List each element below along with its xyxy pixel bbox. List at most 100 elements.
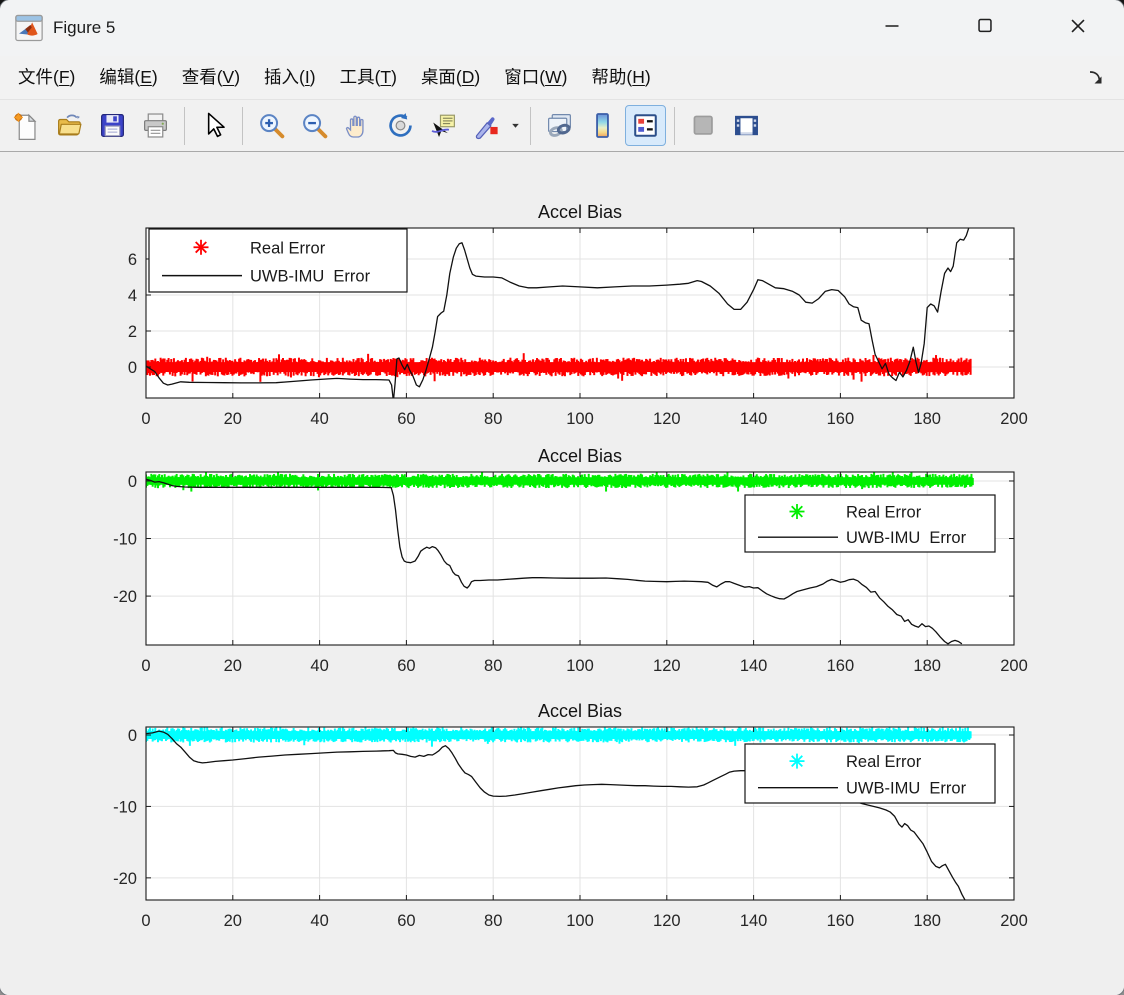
new-file-button[interactable] (6, 105, 47, 146)
y-tick-label: -20 (113, 588, 137, 606)
save-figure-icon (98, 111, 127, 140)
rotate-3d-button[interactable] (380, 105, 421, 146)
open-file-icon (55, 111, 84, 140)
pointer-button[interactable] (193, 105, 234, 146)
x-tick-label: 0 (141, 410, 150, 428)
x-tick-label: 100 (566, 657, 594, 675)
link-plots-button[interactable] (539, 105, 580, 146)
legend[interactable]: Real Error UWB-IMU Error (148, 228, 408, 293)
legend-asterisk-marker (791, 755, 803, 768)
dock-figure-icon[interactable] (1086, 68, 1106, 88)
x-tick-label: 120 (653, 912, 681, 930)
zoom-in-button[interactable] (251, 105, 292, 146)
legend-label: UWB-IMU Error (250, 268, 371, 286)
x-tick-label: 60 (397, 912, 415, 930)
zoom-out-icon (300, 111, 329, 140)
y-tick-label: 2 (128, 323, 137, 341)
window-title: Figure 5 (53, 18, 116, 37)
series-real-error (146, 727, 972, 747)
zoom-out-button[interactable] (294, 105, 335, 146)
toolbar-separator (184, 106, 185, 145)
close-button[interactable] (1031, 0, 1124, 56)
toolbar-separator (530, 106, 531, 145)
pan-hand-icon (343, 111, 372, 140)
y-tick-label: 0 (128, 727, 137, 745)
x-tick-label: 120 (653, 410, 681, 428)
y-tick-label: -10 (113, 531, 137, 549)
menu-item-I[interactable]: 插入(I) (264, 67, 316, 87)
y-tick-label: 6 (128, 251, 137, 269)
x-tick-label: 100 (566, 410, 594, 428)
chart-title: Accel Bias (538, 446, 622, 466)
figure-canvas: 0 20 40 60 80 100 120 140 160 180 200 0 2 4 6 Accel Bia… (0, 152, 1124, 995)
minimize-button[interactable] (845, 0, 938, 56)
x-tick-label: 40 (310, 912, 328, 930)
x-tick-label: 100 (566, 912, 594, 930)
x-tick-label: 20 (224, 912, 242, 930)
menu-item-H[interactable]: 帮助(H) (591, 67, 651, 87)
print-figure-button[interactable] (135, 105, 176, 146)
menu-item-F[interactable]: 文件(F) (18, 67, 76, 87)
maximize-button[interactable] (938, 0, 1031, 56)
legend[interactable]: Real Error UWB-IMU Error (744, 743, 996, 804)
chart-title: Accel Bias (538, 202, 622, 222)
series-uwb-imu-error (146, 228, 970, 398)
x-tick-label: 160 (827, 912, 855, 930)
x-tick-label: 60 (397, 410, 415, 428)
brush-dropdown-button[interactable] (508, 105, 523, 146)
x-tick-label: 20 (224, 657, 242, 675)
legend-asterisk-marker (195, 241, 207, 254)
insert-colorbar-button[interactable] (582, 105, 623, 146)
hide-plot-tools-button (683, 105, 724, 146)
insert-legend-button[interactable] (625, 105, 666, 146)
chart-title: Accel Bias (538, 701, 622, 721)
x-tick-label: 80 (484, 912, 502, 930)
toolbar-separator (242, 106, 243, 145)
zoom-in-icon (257, 111, 286, 140)
brush-button[interactable] (466, 105, 507, 146)
data-cursor-icon (429, 111, 458, 140)
minimize-icon (879, 13, 905, 44)
y-tick-label: 0 (128, 359, 137, 377)
rotate-3d-icon (386, 111, 415, 140)
x-tick-label: 160 (827, 410, 855, 428)
data-cursor-button[interactable] (423, 105, 464, 146)
x-tick-label: 180 (913, 657, 941, 675)
x-tick-label: 180 (913, 410, 941, 428)
x-tick-label: 40 (310, 657, 328, 675)
pointer-icon (199, 111, 228, 140)
menu-item-V[interactable]: 查看(V) (181, 67, 241, 87)
x-tick-label: 20 (224, 410, 242, 428)
x-tick-label: 80 (484, 410, 502, 428)
legend-asterisk-marker (791, 505, 803, 518)
insert-colorbar-icon (588, 111, 617, 140)
show-plot-tools-button[interactable] (726, 105, 767, 146)
menu-item-E[interactable]: 编辑(E) (99, 67, 158, 87)
subplot-2: 0 20 40 60 80 100 120 140 160 180 200 -20 -10 0 Accel … (113, 446, 1028, 675)
menu-item-T[interactable]: 工具(T) (339, 67, 397, 87)
menu-item-D[interactable]: 桌面(D) (420, 67, 481, 87)
new-file-icon (12, 111, 41, 140)
window-controls (845, 0, 1124, 56)
x-tick-label: 0 (141, 657, 150, 675)
hide-plot-tools-icon (689, 111, 718, 140)
x-tick-label: 0 (141, 912, 150, 930)
close-icon (1065, 13, 1091, 44)
legend[interactable]: Real Error UWB-IMU Error (744, 494, 996, 553)
legend-label: Real Error (250, 239, 326, 257)
y-tick-label: 0 (128, 473, 137, 491)
save-figure-button[interactable] (92, 105, 133, 146)
x-tick-label: 80 (484, 657, 502, 675)
maximize-icon (972, 13, 998, 44)
series-real-error (146, 472, 974, 492)
brush-icon (472, 111, 501, 140)
pan-hand-button[interactable] (337, 105, 378, 146)
x-tick-label: 180 (913, 912, 941, 930)
x-tick-label: 160 (827, 657, 855, 675)
subplot-1: 0 20 40 60 80 100 120 140 160 180 200 0 2 4 6 Accel Bia… (128, 202, 1028, 428)
open-file-button[interactable] (49, 105, 90, 146)
series-uwb-imu-error (146, 478, 963, 645)
y-tick-label: 4 (128, 287, 137, 305)
menu-item-W[interactable]: 窗口(W) (504, 67, 568, 87)
